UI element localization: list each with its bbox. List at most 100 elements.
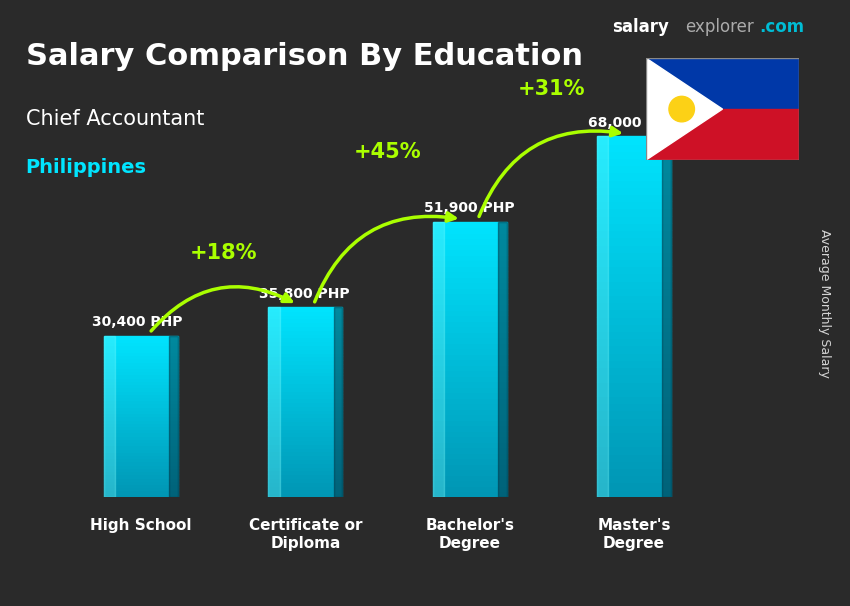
Bar [104, 400, 178, 404]
Bar [433, 387, 507, 392]
Bar [104, 348, 178, 352]
Bar [433, 271, 507, 277]
Bar [597, 432, 671, 439]
Bar [269, 467, 343, 470]
Bar [269, 371, 343, 376]
Bar [269, 451, 343, 455]
Bar [269, 330, 343, 334]
Bar [333, 307, 343, 497]
Bar [597, 201, 671, 208]
Bar [597, 310, 671, 316]
Bar [597, 172, 671, 179]
Bar [433, 255, 507, 260]
Bar [269, 345, 343, 349]
Bar [104, 448, 178, 452]
Bar [104, 487, 178, 490]
Text: +45%: +45% [354, 142, 422, 162]
Text: Philippines: Philippines [26, 158, 146, 176]
Bar [597, 136, 609, 497]
Bar [104, 452, 178, 455]
Bar [597, 353, 671, 360]
Bar [433, 266, 507, 271]
Bar [433, 249, 507, 255]
Bar [269, 360, 343, 364]
Bar [597, 244, 671, 251]
Bar [269, 368, 343, 371]
Bar [104, 368, 178, 371]
Bar [597, 144, 671, 151]
Bar [433, 481, 507, 486]
Bar [104, 433, 178, 436]
Bar [597, 482, 671, 490]
Text: 51,900 PHP: 51,900 PHP [424, 201, 514, 215]
Bar [433, 420, 507, 425]
Bar [597, 382, 671, 389]
Bar [433, 491, 507, 497]
Bar [433, 409, 507, 415]
Bar [433, 293, 507, 299]
Bar [269, 459, 343, 463]
Bar [433, 321, 507, 326]
Bar [433, 453, 507, 458]
Bar [104, 445, 178, 448]
Bar [269, 474, 343, 478]
Bar [433, 222, 507, 227]
Bar [169, 336, 178, 497]
Bar [433, 458, 507, 464]
Bar [433, 431, 507, 436]
Bar [104, 365, 178, 368]
Bar [597, 136, 671, 144]
Bar [597, 281, 671, 288]
Bar [597, 331, 671, 338]
Bar [433, 470, 507, 475]
Bar [597, 418, 671, 425]
Bar [269, 319, 343, 322]
Bar [104, 362, 178, 365]
Bar [104, 358, 178, 362]
Bar [104, 429, 178, 433]
Bar [269, 315, 343, 319]
Bar [269, 432, 343, 436]
Bar [433, 282, 507, 288]
Bar [104, 426, 178, 429]
Bar [597, 316, 671, 324]
Bar [269, 334, 343, 338]
Bar [597, 367, 671, 375]
Bar [104, 465, 178, 468]
Bar [597, 410, 671, 418]
Bar [597, 360, 671, 367]
Bar [597, 461, 671, 468]
Bar [269, 353, 343, 356]
Bar [597, 403, 671, 410]
Bar [597, 251, 671, 259]
Bar [104, 442, 178, 445]
Bar [597, 216, 671, 223]
Bar [433, 425, 507, 431]
Bar [269, 391, 343, 395]
Bar [104, 342, 178, 345]
Bar [433, 326, 507, 332]
Bar [597, 158, 671, 165]
Text: 35,800 PHP: 35,800 PHP [259, 287, 350, 301]
Bar [269, 338, 343, 341]
Text: 68,000 PHP: 68,000 PHP [588, 116, 678, 130]
Bar [433, 227, 507, 233]
Bar [597, 179, 671, 187]
Bar [269, 455, 343, 459]
Bar [269, 417, 343, 421]
Bar [104, 439, 178, 442]
Bar [269, 307, 280, 497]
Bar [597, 295, 671, 302]
Bar [104, 455, 178, 458]
Bar [597, 194, 671, 201]
Bar [597, 475, 671, 482]
Bar [104, 336, 178, 339]
Text: .com: .com [759, 18, 804, 36]
Bar [433, 370, 507, 376]
Bar [597, 187, 671, 194]
Bar [597, 396, 671, 403]
Bar [433, 486, 507, 491]
Text: salary: salary [612, 18, 669, 36]
Bar [104, 478, 178, 481]
Bar [104, 339, 178, 342]
